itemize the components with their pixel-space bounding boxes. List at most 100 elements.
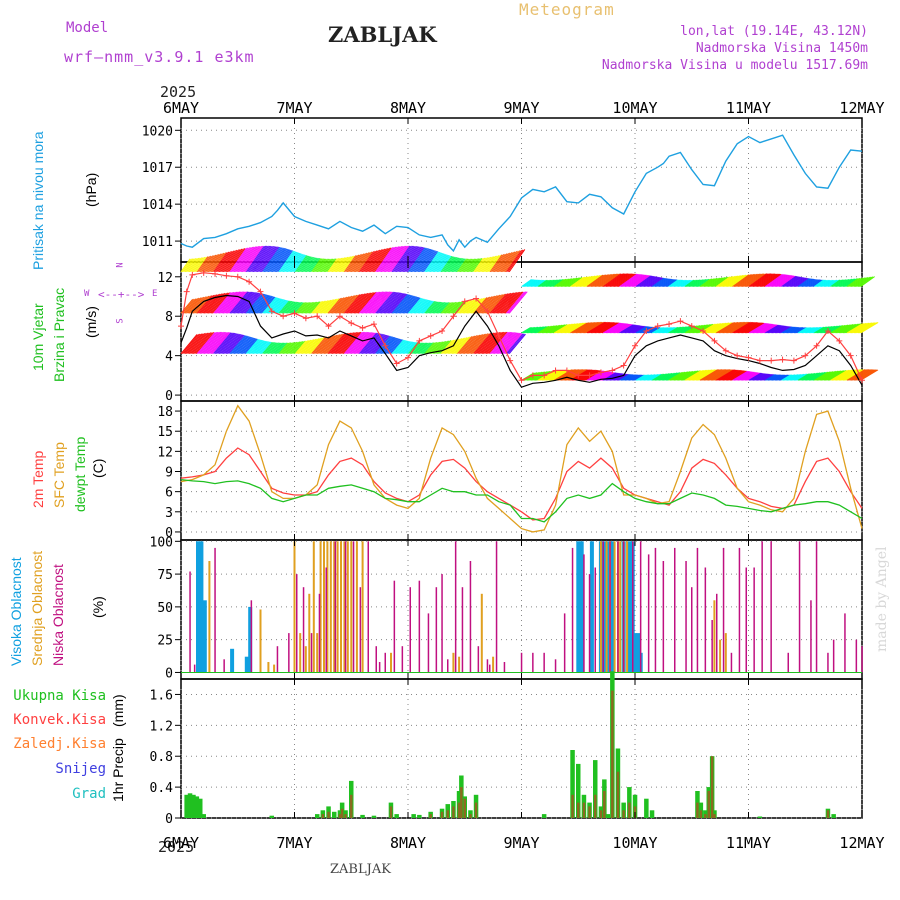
wind-barb	[183, 298, 197, 314]
model-label: Model	[66, 20, 109, 36]
precip-bar-1	[457, 802, 461, 818]
wind-barb	[427, 342, 438, 355]
wind-barb	[720, 369, 738, 381]
wind-barb	[286, 301, 298, 314]
wind-barb	[854, 322, 873, 334]
wind-barb	[455, 258, 466, 273]
wind-barb	[188, 332, 207, 355]
wind-barb	[425, 342, 436, 355]
precip-bar-0	[198, 798, 203, 818]
wind-barb	[733, 274, 752, 288]
wind-barb	[497, 292, 517, 314]
wind-barb	[296, 302, 307, 314]
wind-barb	[278, 300, 290, 314]
wind-barb	[192, 257, 204, 273]
wind-barb	[548, 369, 567, 381]
wind-gust-marker	[359, 325, 366, 332]
wind-barb	[744, 372, 758, 381]
cloud-bar-2	[622, 541, 625, 673]
wind-barb	[488, 254, 501, 273]
wind-barb	[724, 275, 740, 288]
wind-barb	[473, 332, 492, 355]
wind-barb	[232, 291, 251, 314]
xtick-label: 11MAY	[726, 834, 771, 852]
wind-barb	[815, 326, 827, 334]
wind-barb	[403, 341, 415, 355]
wind-barb	[388, 245, 408, 273]
wind-barb	[466, 258, 477, 273]
wind-barb	[715, 276, 731, 288]
wind-barb	[470, 333, 489, 355]
cloud-bar-2	[461, 587, 464, 673]
wind-barb	[803, 278, 815, 288]
wind-barb	[421, 250, 437, 273]
wind-barb	[600, 273, 619, 288]
wind-barb	[240, 337, 255, 355]
wind-gust-marker	[393, 360, 400, 367]
wind-barb	[333, 257, 344, 273]
precip-bar-1	[826, 810, 830, 818]
wind-barb	[406, 247, 425, 273]
wind-barb	[241, 245, 261, 273]
wind-barb	[679, 370, 696, 381]
wind-barb	[267, 342, 278, 355]
wind-barb	[187, 257, 198, 273]
wind-barb	[748, 322, 766, 334]
wind-barb	[646, 326, 657, 334]
wind-barb	[482, 256, 495, 273]
wind-barb	[807, 372, 821, 381]
wind-barb	[214, 251, 230, 273]
wind-barb	[305, 301, 317, 314]
wind-barb	[710, 277, 724, 288]
wind-barb	[612, 323, 629, 334]
wind-barb	[458, 258, 469, 273]
wind-barb	[438, 302, 448, 314]
xtick-label: 8MAY	[390, 99, 426, 117]
ytick-label: 1020	[142, 124, 173, 139]
wind-barb	[327, 258, 338, 273]
wind-barb	[273, 299, 286, 314]
wind-barb	[349, 293, 367, 314]
wind-barb	[320, 299, 333, 314]
wind-barb	[339, 331, 359, 355]
wind-barb	[521, 327, 531, 334]
wind-barb	[769, 274, 787, 288]
wind-barb	[585, 321, 604, 334]
wind-barb	[192, 332, 212, 355]
wind-barb	[258, 296, 274, 314]
wind-barb	[680, 279, 691, 288]
wind-barb	[344, 331, 363, 355]
wind-barb	[341, 255, 354, 273]
wind-barb	[255, 340, 267, 355]
wind-barb	[786, 326, 798, 334]
wind-barb	[622, 374, 633, 381]
wind-barb	[465, 299, 478, 314]
wind-barb	[556, 323, 572, 334]
wind-barb	[206, 253, 220, 273]
wind-barb	[504, 250, 521, 273]
wind-barb	[448, 338, 463, 355]
wind-barb	[201, 255, 214, 273]
wind-barb	[774, 374, 785, 381]
wind-barb	[180, 258, 191, 273]
precip-bar-1	[338, 814, 342, 818]
wind-barb	[305, 257, 317, 273]
wind-barb	[304, 338, 318, 355]
wind-barb	[679, 279, 689, 288]
wind-barb	[488, 293, 506, 314]
wind-barb	[339, 256, 352, 273]
wind-barb	[809, 326, 820, 334]
wind-barb	[284, 342, 295, 355]
wind-barb	[391, 293, 409, 314]
wind-barb	[220, 333, 238, 355]
wind-barb	[206, 331, 226, 355]
wind-barb	[319, 299, 332, 314]
wind-barb	[705, 277, 718, 288]
wind-barb	[353, 292, 372, 314]
wind-barb	[491, 254, 505, 273]
wind-barb	[725, 370, 743, 381]
wind-barb	[666, 372, 681, 381]
wind-barb	[823, 279, 834, 288]
wind-barb	[395, 340, 408, 355]
wind-barb	[348, 331, 367, 355]
